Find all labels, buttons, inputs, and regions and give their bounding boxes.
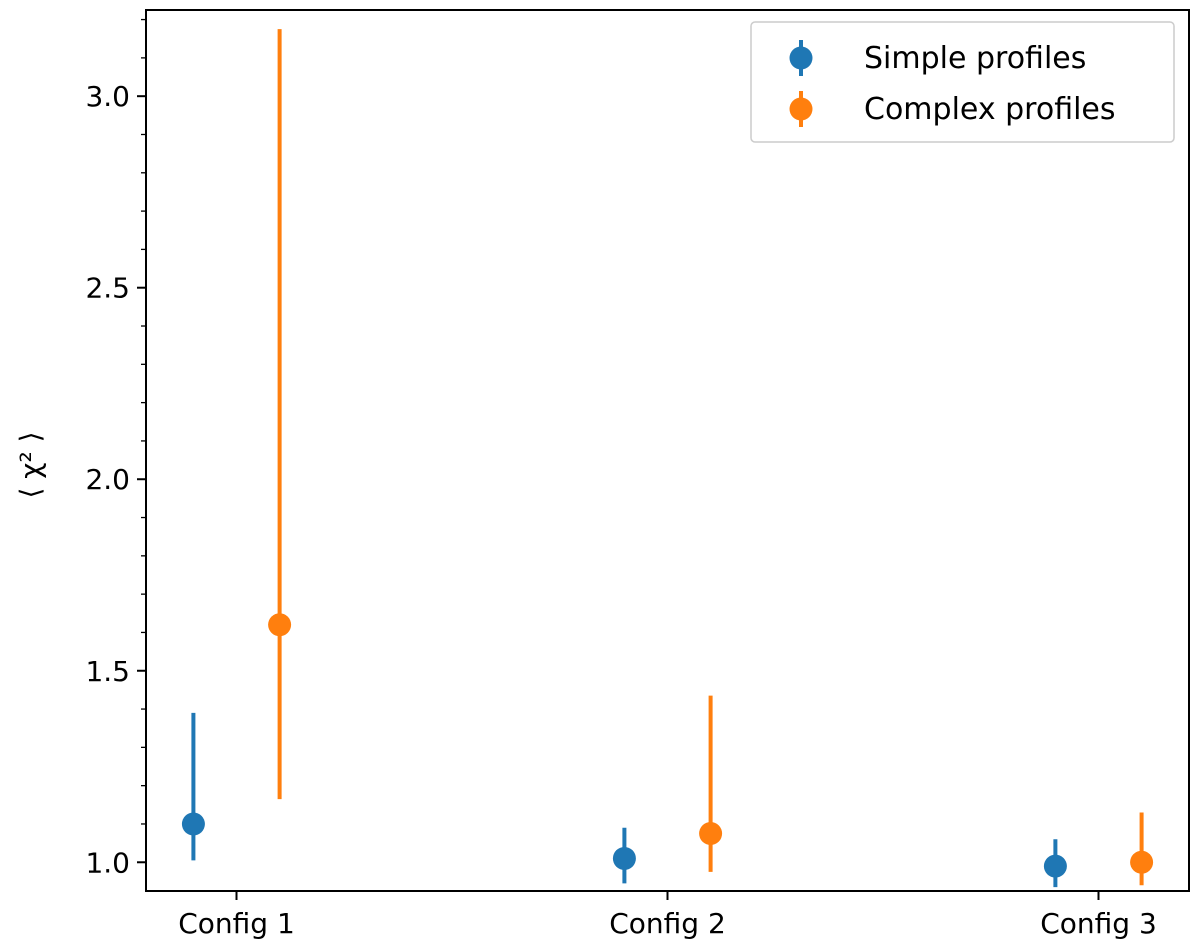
- y-tick-label: 2.0: [85, 463, 130, 496]
- x-axis: Config 1 Config 2 Config 3: [178, 891, 1157, 940]
- legend-box: [750, 21, 1175, 143]
- legend-marker: [789, 46, 813, 70]
- x-tick-label: Config 2: [609, 907, 726, 940]
- legend-label: Simple profiles: [864, 41, 1086, 76]
- data-point: [699, 822, 723, 846]
- data-point: [1130, 850, 1154, 874]
- data-marks: [181, 29, 1154, 888]
- y-tick-label: 1.5: [85, 655, 130, 688]
- legend: Simple profiles Complex profiles: [750, 21, 1175, 143]
- legend-marker: [789, 97, 813, 121]
- data-point: [268, 613, 292, 637]
- x-tick-label: Config 3: [1040, 907, 1157, 940]
- data-point: [1043, 854, 1067, 878]
- legend-label: Complex profiles: [864, 92, 1116, 127]
- data-point: [612, 846, 636, 870]
- y-axis-label: ⟨ χ² ⟩: [14, 431, 47, 498]
- x-tick-label: Config 1: [178, 907, 295, 940]
- data-point: [181, 812, 205, 836]
- y-tick-label: 3.0: [85, 80, 130, 113]
- y-tick-label: 2.5: [85, 272, 130, 305]
- y-axis: 1.0 1.5 2.0 2.5 3.0: [85, 18, 146, 879]
- legend-entries: Simple profiles Complex profiles: [789, 40, 1116, 127]
- y-tick-label: 1.0: [85, 846, 130, 879]
